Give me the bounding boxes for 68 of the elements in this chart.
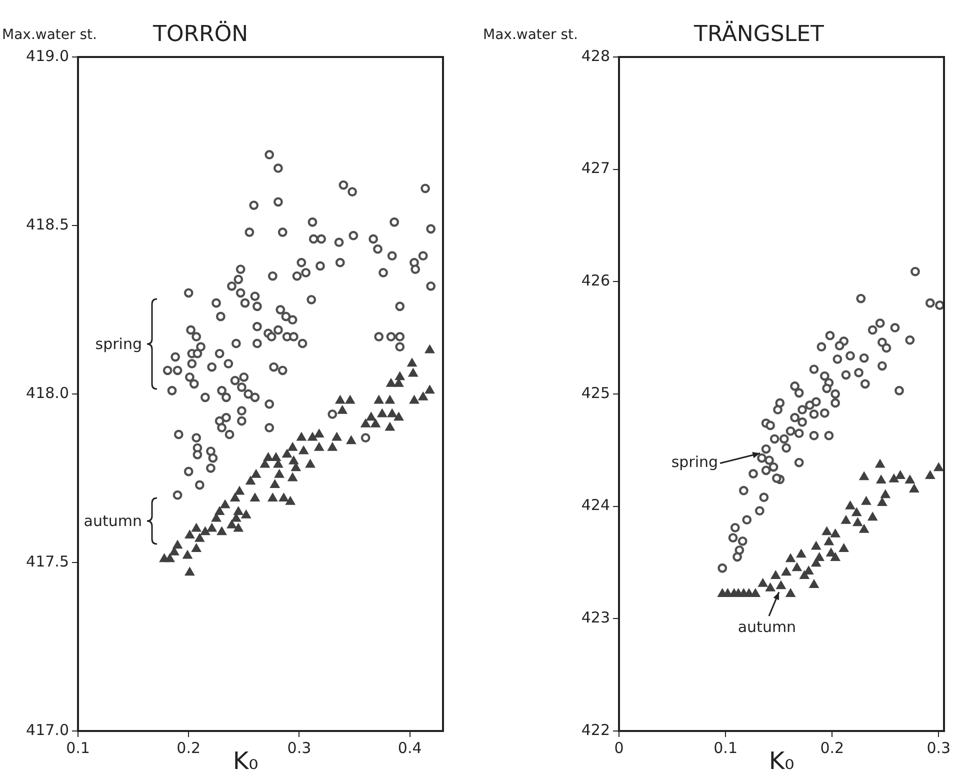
point <box>852 508 862 516</box>
chart-title: TORRÖN <box>152 20 248 47</box>
point <box>811 558 821 567</box>
y-axis-title: Max.water st. <box>2 27 97 43</box>
point <box>811 541 821 550</box>
x-tick-label: 0 <box>614 738 624 757</box>
point <box>868 512 878 521</box>
point <box>758 578 768 587</box>
y-axis-title: Max.water st. <box>483 27 578 43</box>
point <box>792 562 802 572</box>
y-tick-label: 424 <box>581 496 610 514</box>
point <box>852 518 863 526</box>
point <box>859 524 869 533</box>
x-tick-label: 0.1 <box>66 738 90 757</box>
point <box>809 579 819 588</box>
point <box>781 567 792 576</box>
point <box>925 470 935 480</box>
point <box>765 582 776 592</box>
point <box>875 459 885 468</box>
chart-title: TRÄNGSLET <box>693 20 825 47</box>
x-tick-label: 0.4 <box>398 738 422 757</box>
annotation: spring <box>671 453 718 472</box>
x-tick-label: 0.2 <box>176 738 201 757</box>
y-tick-label: 427 <box>581 159 610 178</box>
x-tick-label: 0.3 <box>926 738 951 757</box>
point <box>786 588 796 597</box>
point <box>800 570 810 579</box>
point <box>934 462 944 472</box>
point <box>839 544 849 552</box>
point <box>905 474 915 484</box>
y-tick-label: 422 <box>581 720 610 739</box>
annotation: spring <box>94 335 142 353</box>
point <box>895 470 906 480</box>
y-tick-label: 428 <box>581 46 610 65</box>
point <box>796 549 806 558</box>
point <box>889 474 899 482</box>
y-tick-label: 425 <box>581 384 610 402</box>
y-tick-label: 418.0 <box>26 384 69 402</box>
y-tick-label: 419.0 <box>26 46 69 65</box>
x-axis-title: K₀ <box>768 747 794 771</box>
y-tick-label: 417.0 <box>26 720 69 739</box>
point <box>776 580 786 590</box>
point <box>804 566 814 574</box>
point <box>877 497 888 506</box>
point <box>786 554 796 562</box>
point <box>770 570 780 579</box>
annotation: autumn <box>82 512 142 530</box>
point <box>861 496 872 505</box>
point <box>822 526 832 536</box>
x-tick-label: 0.2 <box>820 738 844 757</box>
y-tick-label: 426 <box>581 272 610 290</box>
y-tick-label: 417.5 <box>26 552 69 570</box>
x-tick-label: 0.3 <box>287 738 312 757</box>
y-tick-label: 423 <box>581 608 610 627</box>
x-tick-label: 0.1 <box>714 738 738 757</box>
point <box>824 536 834 546</box>
point <box>876 474 886 484</box>
point <box>880 490 890 498</box>
x-axis-title: K₀ <box>232 747 258 771</box>
y-tick-label: 418.5 <box>26 215 69 234</box>
point <box>830 552 840 562</box>
point <box>830 528 840 538</box>
point <box>845 500 856 510</box>
point <box>841 515 851 524</box>
point <box>826 548 836 557</box>
point <box>859 472 869 480</box>
annotation: autumn <box>738 618 796 636</box>
point <box>909 484 919 492</box>
